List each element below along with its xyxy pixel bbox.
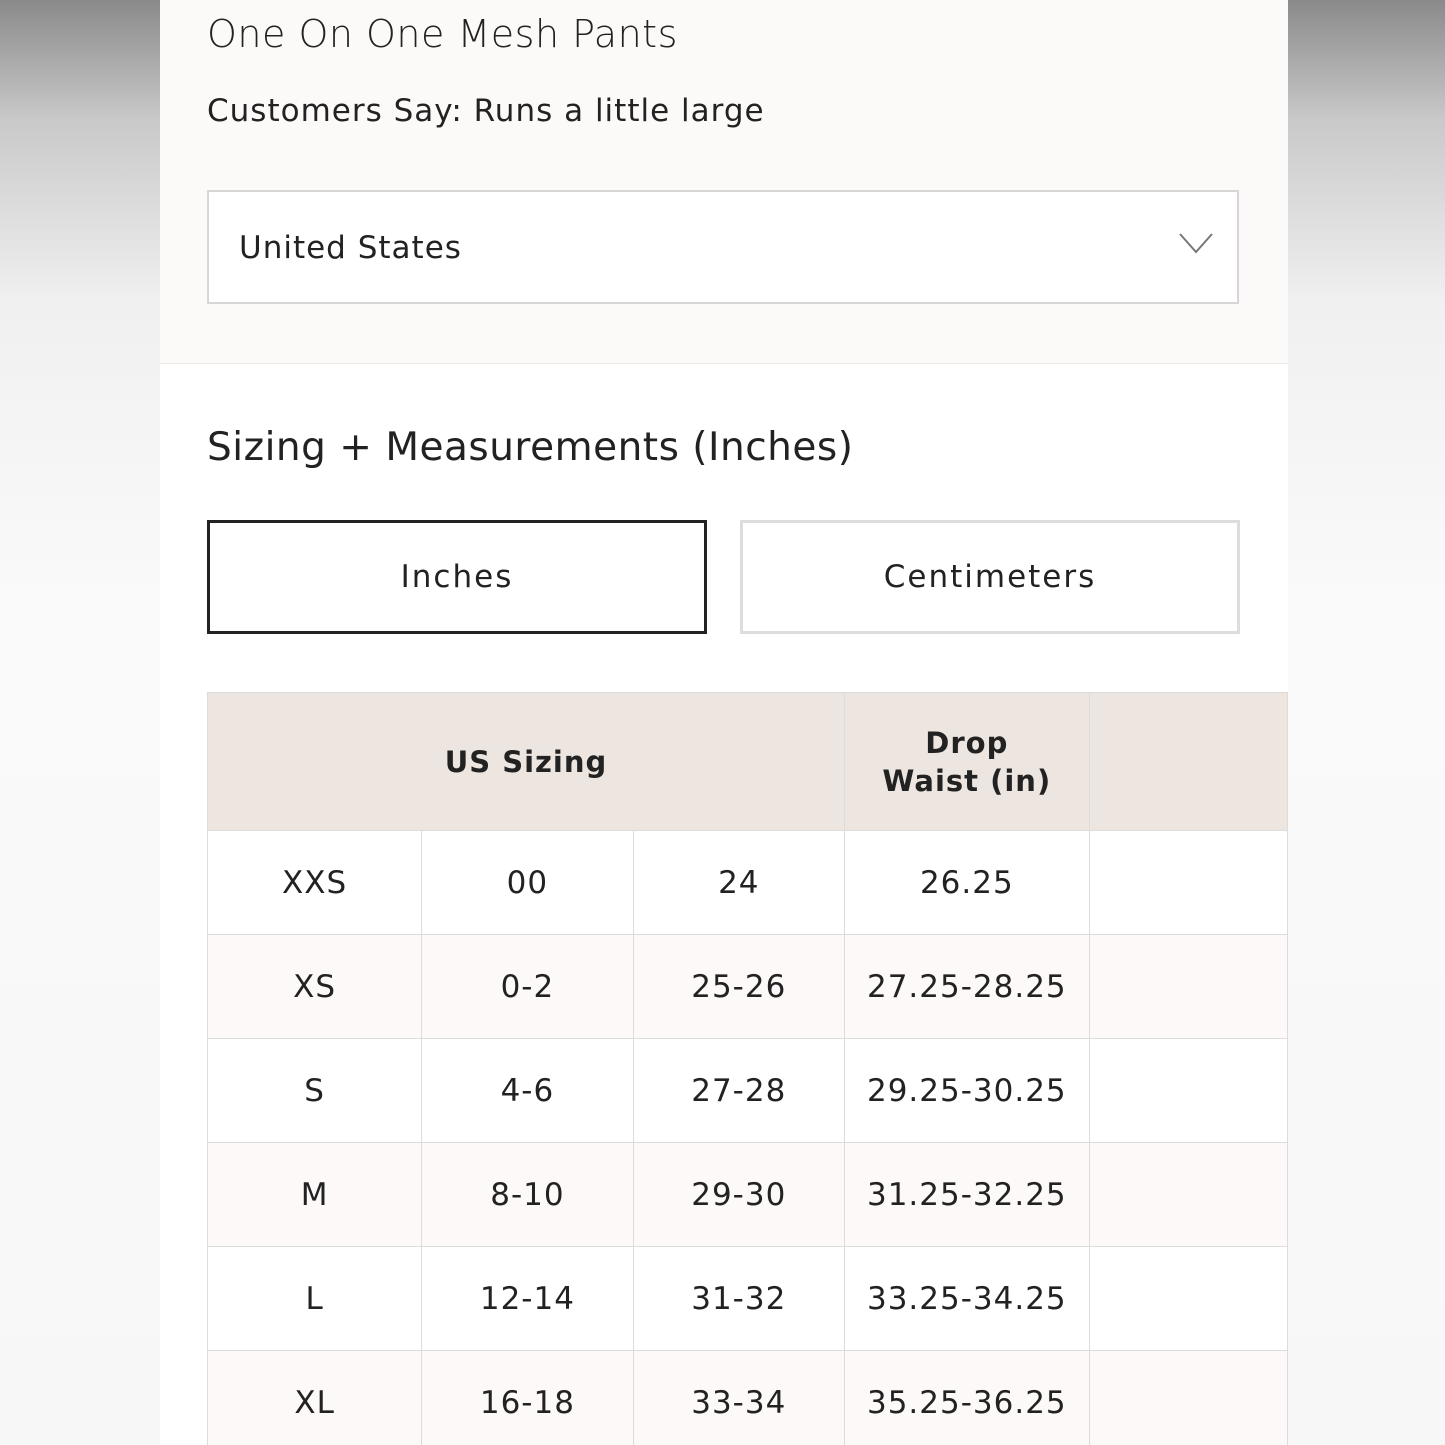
- cell-size: L: [206, 1246, 423, 1351]
- unit-tab-inches[interactable]: Inches: [207, 520, 707, 634]
- size-chart-table: US Sizing Drop Waist (in) XXS 00 24 26.25 X…: [206, 692, 1288, 1445]
- chevron-down-icon: [1179, 233, 1213, 254]
- product-title: One On One Mesh Pants: [207, 12, 678, 56]
- header-drop-waist-label: Drop Waist (in): [882, 725, 1052, 798]
- size-guide-panel: One On One Mesh Pants Customers Say: Run…: [160, 0, 1288, 1445]
- table-row: L 12-14 31-32 33.25-34.25: [206, 1246, 1288, 1351]
- cell-next: [1088, 830, 1288, 935]
- cell-drop-waist: 35.25-36.25: [843, 1350, 1090, 1445]
- table-row: M 8-10 29-30 31.25-32.25: [206, 1142, 1288, 1247]
- cell-drop-waist: 26.25: [843, 830, 1090, 935]
- cell-size: XXS: [206, 830, 423, 935]
- cell-waist: 25-26: [632, 934, 845, 1039]
- unit-tab-centimeters[interactable]: Centimeters: [740, 520, 1240, 634]
- table-row: XXS 00 24 26.25: [206, 830, 1288, 935]
- cell-drop-waist: 29.25-30.25: [843, 1038, 1090, 1143]
- table-row: XS 0-2 25-26 27.25-28.25: [206, 934, 1288, 1039]
- header-next-column: [1088, 692, 1288, 831]
- region-select-value: United States: [239, 230, 462, 266]
- cell-drop-waist: 27.25-28.25: [843, 934, 1090, 1039]
- cell-us-size: 00: [421, 830, 634, 935]
- cell-us-size: 12-14: [421, 1246, 634, 1351]
- cell-size: XL: [206, 1350, 423, 1445]
- cell-next: [1088, 1350, 1288, 1445]
- cell-next: [1088, 1142, 1288, 1247]
- cell-us-size: 0-2: [421, 934, 634, 1039]
- table-row: S 4-6 27-28 29.25-30.25: [206, 1038, 1288, 1143]
- cell-next: [1088, 1038, 1288, 1143]
- sizing-heading: Sizing + Measurements (Inches): [207, 425, 854, 470]
- product-header: One On One Mesh Pants Customers Say: Run…: [160, 0, 1288, 364]
- cell-us-size: 8-10: [421, 1142, 634, 1247]
- cell-size: S: [206, 1038, 423, 1143]
- cell-drop-waist: 33.25-34.25: [843, 1246, 1090, 1351]
- cell-waist: 27-28: [632, 1038, 845, 1143]
- cell-us-size: 4-6: [421, 1038, 634, 1143]
- cell-us-size: 16-18: [421, 1350, 634, 1445]
- customers-say-note: Customers Say: Runs a little large: [207, 93, 765, 129]
- table-row: XL 16-18 33-34 35.25-36.25: [206, 1350, 1288, 1445]
- cell-waist: 33-34: [632, 1350, 845, 1445]
- cell-waist: 31-32: [632, 1246, 845, 1351]
- region-select[interactable]: United States: [207, 190, 1239, 304]
- cell-next: [1088, 1246, 1288, 1351]
- cell-size: XS: [206, 934, 423, 1039]
- cell-drop-waist: 31.25-32.25: [843, 1142, 1090, 1247]
- cell-waist: 24: [632, 830, 845, 935]
- cell-size: M: [206, 1142, 423, 1247]
- cell-next: [1088, 934, 1288, 1039]
- header-drop-waist: Drop Waist (in): [843, 692, 1090, 831]
- table-header-row: US Sizing Drop Waist (in): [207, 692, 1288, 831]
- cell-waist: 29-30: [632, 1142, 845, 1247]
- header-us-sizing: US Sizing: [207, 692, 845, 831]
